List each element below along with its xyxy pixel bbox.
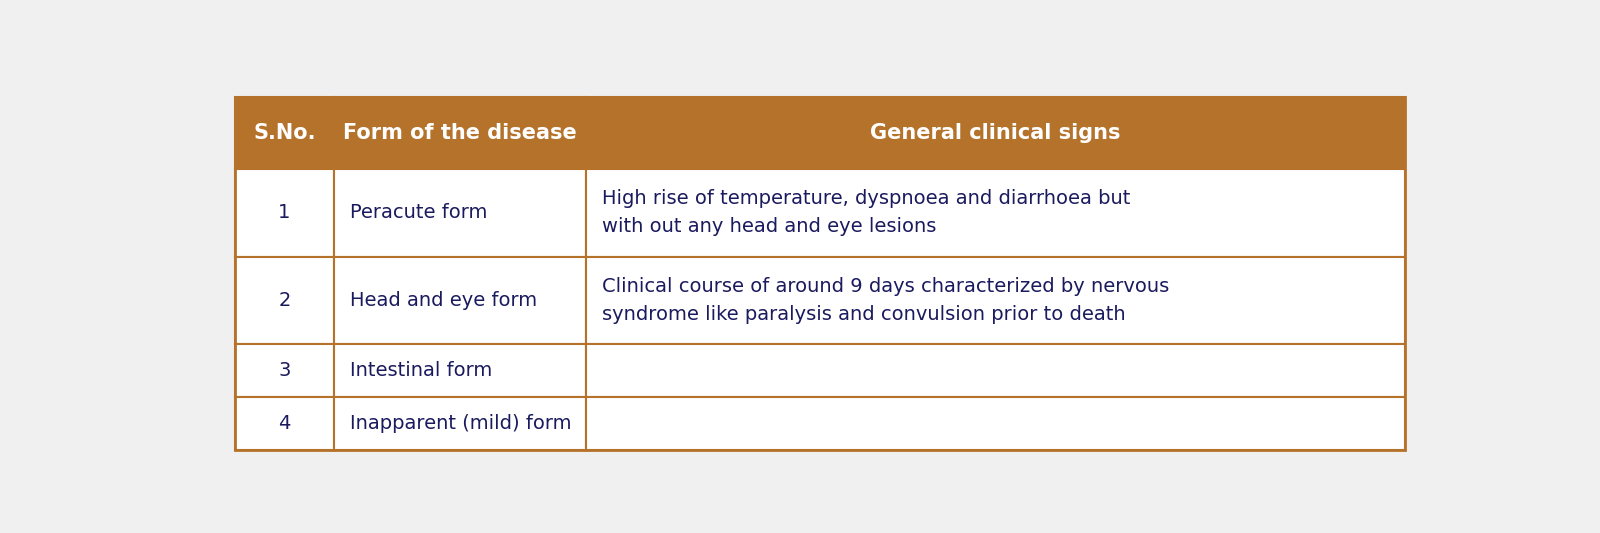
- Bar: [334, 97, 586, 169]
- Text: High rise of temperature, dyspnoea and diarrhoea but
with out any head and eye l: High rise of temperature, dyspnoea and d…: [602, 189, 1130, 236]
- Text: S.No.: S.No.: [253, 123, 315, 143]
- Bar: [235, 97, 334, 169]
- Text: Intestinal form: Intestinal form: [350, 361, 493, 380]
- Text: 1: 1: [278, 203, 291, 222]
- Bar: [334, 397, 586, 450]
- Text: Peracute form: Peracute form: [350, 203, 488, 222]
- Text: General clinical signs: General clinical signs: [870, 123, 1122, 143]
- Text: Head and eye form: Head and eye form: [350, 291, 538, 310]
- Bar: [334, 169, 586, 257]
- Bar: [586, 344, 1405, 397]
- Text: Clinical course of around 9 days characterized by nervous
syndrome like paralysi: Clinical course of around 9 days charact…: [602, 277, 1170, 324]
- Bar: [586, 397, 1405, 450]
- Bar: [235, 169, 334, 257]
- Bar: [235, 257, 334, 344]
- Bar: [235, 97, 1405, 450]
- Bar: [235, 397, 334, 450]
- Bar: [334, 344, 586, 397]
- Bar: [334, 257, 586, 344]
- Text: Inapparent (mild) form: Inapparent (mild) form: [350, 414, 571, 433]
- Bar: [235, 344, 334, 397]
- Bar: [586, 97, 1405, 169]
- Text: 2: 2: [278, 291, 291, 310]
- Text: 4: 4: [278, 414, 291, 433]
- Bar: [586, 169, 1405, 257]
- Text: 3: 3: [278, 361, 291, 380]
- Text: Form of the disease: Form of the disease: [342, 123, 578, 143]
- Bar: [586, 257, 1405, 344]
